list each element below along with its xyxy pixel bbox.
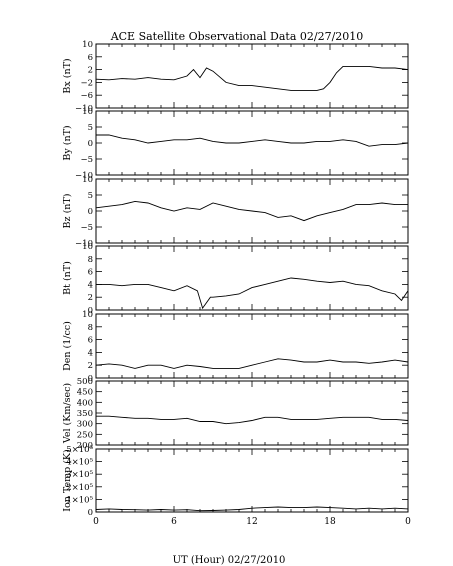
- y-tick-label: 8: [88, 323, 93, 333]
- data-series-line: [95, 358, 409, 369]
- y-tick-label: −5: [80, 155, 93, 165]
- data-series-line: [95, 200, 408, 222]
- x-tick-label: 0: [93, 517, 99, 527]
- y-tick-label: 0: [88, 207, 93, 217]
- y-tick-label: 0: [88, 508, 93, 518]
- y-tick-label: 350: [77, 409, 93, 419]
- y-tick-label: 10: [82, 175, 93, 185]
- data-series-line: [95, 65, 409, 91]
- y-axis-label: Bx (nT): [62, 58, 73, 93]
- x-tick-label: 6: [171, 517, 177, 527]
- panels: 10 6 2 −2 −6 −10 Bx (nT) 10 5 0 −5 −10 By (nT) 10 5 0 −5…: [62, 40, 411, 527]
- data-series-line: [96, 134, 409, 147]
- y-tick-label: −10: [75, 104, 93, 114]
- y-tick-label: 0: [88, 306, 93, 316]
- x-axis-label: UT (Hour) 02/27/2010: [173, 555, 286, 566]
- y-axis-label: Vel (Km/sec): [62, 383, 73, 444]
- y-axis-label: Bz (nT): [62, 194, 73, 229]
- y-axis-label: Bt (nT): [62, 261, 73, 295]
- y-tick-label: 200: [77, 441, 93, 451]
- chart-title: ACE Satellite Observational Data 02/27/2…: [110, 30, 364, 43]
- y-tick-label: 5: [88, 123, 93, 133]
- y-axis-label: Ion Temp (K): [62, 449, 73, 511]
- y-axis-label: By (nT): [62, 125, 73, 160]
- y-tick-label: 4: [88, 280, 93, 290]
- y-tick-label: −5: [80, 223, 93, 233]
- y-tick-label: 0: [88, 374, 93, 384]
- y-tick-label: 1×10⁵: [66, 495, 93, 505]
- y-tick-label: 5×10⁵: [66, 445, 93, 455]
- y-tick-label: −10: [75, 171, 93, 181]
- data-series-line: [96, 277, 409, 310]
- y-tick-label: 2: [88, 361, 93, 371]
- y-tick-label: 6: [88, 53, 93, 63]
- y-tick-label: −10: [75, 239, 93, 249]
- y-tick-label: −2: [80, 78, 93, 88]
- y-tick-label: 10: [82, 40, 93, 50]
- data-series-line: [96, 415, 409, 425]
- y-tick-label: 5: [88, 191, 93, 201]
- y-tick-label: 2: [88, 66, 93, 76]
- y-tick-label: 450: [77, 388, 93, 398]
- x-tick-label: 18: [324, 517, 336, 527]
- y-tick-label: 4×10⁵: [66, 458, 93, 468]
- y-axis-label: Den (1/cc): [62, 321, 73, 371]
- panel-frame: [95, 43, 409, 109]
- panel-frame: [95, 448, 409, 513]
- panel-frame: [95, 380, 409, 446]
- y-tick-label: 10: [82, 310, 93, 320]
- y-tick-label: 500: [77, 377, 93, 387]
- y-tick-label: 2: [88, 293, 93, 303]
- y-tick-label: 3×10⁵: [66, 470, 93, 480]
- panel-frame: [95, 245, 409, 311]
- y-tick-label: 0: [88, 139, 93, 149]
- y-tick-label: 250: [77, 430, 93, 440]
- panel-frame: [95, 313, 409, 379]
- y-tick-label: 10: [82, 107, 93, 117]
- y-tick-label: 10: [82, 242, 93, 252]
- x-tick-label: 0: [405, 517, 411, 527]
- y-tick-label: 6: [88, 268, 93, 278]
- y-tick-label: 2×10⁵: [66, 483, 93, 493]
- y-tick-label: 400: [77, 398, 93, 408]
- y-tick-label: 8: [88, 255, 93, 265]
- y-tick-label: 4: [88, 348, 93, 358]
- y-tick-label: −6: [80, 91, 93, 101]
- data-series-line: [95, 506, 409, 512]
- y-tick-label: 6: [88, 336, 93, 346]
- y-tick-label: 300: [77, 420, 93, 430]
- x-tick-label: 12: [246, 517, 257, 527]
